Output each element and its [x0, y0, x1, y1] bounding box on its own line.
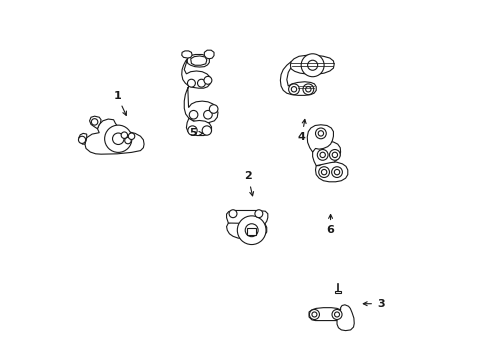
Polygon shape [226, 211, 267, 224]
Circle shape [91, 119, 98, 125]
Circle shape [288, 84, 299, 95]
Circle shape [228, 210, 237, 218]
Polygon shape [312, 141, 340, 166]
Circle shape [331, 310, 341, 319]
Polygon shape [79, 134, 86, 144]
Circle shape [311, 312, 316, 317]
Circle shape [78, 136, 85, 143]
Polygon shape [89, 116, 101, 129]
Circle shape [121, 132, 127, 138]
Circle shape [329, 149, 340, 160]
Circle shape [291, 87, 296, 92]
Circle shape [301, 54, 324, 77]
Polygon shape [182, 51, 192, 58]
Circle shape [318, 131, 323, 136]
Polygon shape [187, 54, 209, 67]
Circle shape [237, 216, 265, 244]
Polygon shape [334, 291, 340, 293]
Polygon shape [190, 56, 206, 65]
Polygon shape [306, 125, 333, 152]
Circle shape [112, 133, 124, 144]
Circle shape [244, 224, 258, 237]
Circle shape [128, 133, 135, 139]
Text: 5: 5 [188, 129, 203, 138]
Polygon shape [186, 118, 211, 135]
Text: 3: 3 [363, 299, 384, 309]
Polygon shape [336, 305, 353, 330]
Circle shape [303, 84, 313, 95]
Circle shape [331, 152, 337, 158]
Polygon shape [315, 162, 347, 182]
Circle shape [189, 111, 198, 119]
Polygon shape [184, 86, 218, 123]
Polygon shape [290, 55, 333, 74]
Circle shape [187, 79, 195, 87]
Text: 2: 2 [244, 171, 253, 196]
Circle shape [202, 126, 211, 135]
Circle shape [203, 76, 211, 84]
Circle shape [318, 167, 329, 177]
Circle shape [307, 60, 317, 70]
Circle shape [334, 170, 339, 175]
Polygon shape [280, 62, 316, 95]
Circle shape [124, 137, 131, 144]
Circle shape [254, 210, 262, 218]
Text: 6: 6 [326, 215, 334, 235]
Circle shape [209, 105, 218, 113]
Polygon shape [204, 50, 214, 59]
Circle shape [305, 87, 310, 92]
Circle shape [309, 310, 319, 319]
Polygon shape [308, 308, 341, 320]
Polygon shape [226, 219, 266, 239]
Circle shape [331, 167, 342, 177]
Circle shape [187, 126, 197, 135]
Circle shape [203, 111, 212, 119]
Text: 1: 1 [113, 91, 126, 116]
Circle shape [104, 125, 132, 152]
Polygon shape [182, 58, 210, 88]
Polygon shape [85, 119, 144, 154]
Circle shape [334, 312, 339, 317]
Circle shape [197, 79, 205, 87]
Circle shape [315, 128, 325, 139]
Circle shape [321, 170, 326, 175]
Text: 4: 4 [297, 120, 305, 142]
FancyBboxPatch shape [247, 228, 255, 234]
Circle shape [319, 152, 325, 158]
Circle shape [317, 149, 327, 160]
